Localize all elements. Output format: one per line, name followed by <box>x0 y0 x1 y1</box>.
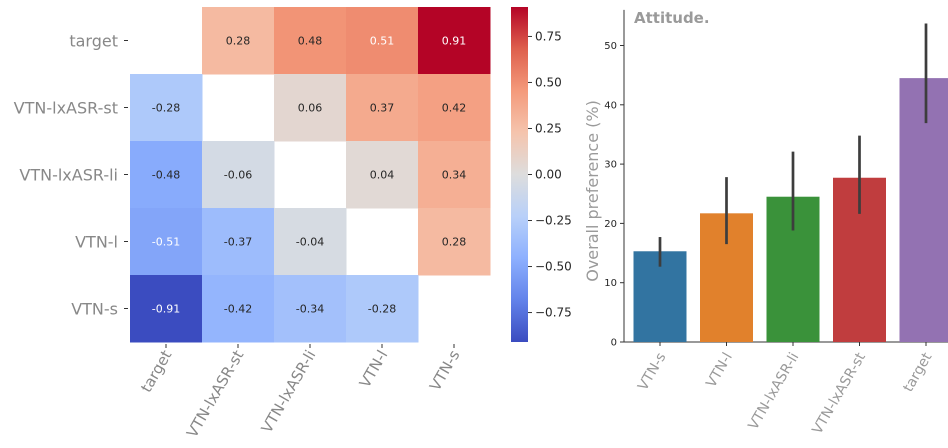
colorbar-tick-label: −0.75 <box>535 306 572 320</box>
heatmap-cell-label: 0.51 <box>370 35 395 48</box>
heatmap-cell <box>130 74 203 142</box>
heatmap-cell <box>274 208 347 276</box>
heatmap-cell <box>130 141 203 209</box>
heatmap-cell-label: -0.51 <box>152 236 180 249</box>
colorbar-tick-label: 0.00 <box>535 168 562 182</box>
row-label: VTN-s <box>71 300 118 319</box>
heatmap-cell-label: -0.28 <box>152 102 180 115</box>
x-tick-label: target <box>900 350 935 395</box>
heatmap-cell-label: -0.28 <box>368 303 396 316</box>
heatmap-cell-label: 0.28 <box>442 236 467 249</box>
colorbar-tick-label: 0.75 <box>535 29 562 43</box>
heatmap-cell <box>418 74 491 142</box>
chart-title: Attitude. <box>634 9 710 27</box>
heatmap-cell-label: 0.91 <box>442 35 467 48</box>
column-label: VTN-lxASR-li <box>258 347 320 436</box>
heatmap-cell-label: 0.28 <box>226 35 251 48</box>
heatmap-cell <box>274 7 347 75</box>
heatmap-cell <box>418 7 491 75</box>
heatmap-cell-label: -0.91 <box>152 303 180 316</box>
colorbar-gradient <box>511 7 528 342</box>
y-tick-label: 40 <box>604 100 617 111</box>
heatmap-cell-label: -0.34 <box>296 303 324 316</box>
bar <box>899 78 948 343</box>
heatmap-cell <box>202 275 275 343</box>
heatmap-cell-label: -0.06 <box>224 169 252 182</box>
row-label: VTN-l <box>75 233 118 252</box>
heatmap-cell-label: 0.04 <box>370 169 395 182</box>
column-label: target <box>137 347 175 396</box>
x-tick-label: VTN-s <box>635 350 669 393</box>
heatmap-cell <box>346 74 419 142</box>
heatmap-cell-label: 0.42 <box>442 102 467 115</box>
y-tick-label: 20 <box>604 219 617 230</box>
heatmap-cell-label: -0.48 <box>152 169 180 182</box>
colorbar-tick-label: −0.25 <box>535 214 572 228</box>
heatmap-cell <box>346 7 419 75</box>
row-label: VTN-lxASR-st <box>14 99 118 118</box>
heatmap-cell <box>274 275 347 343</box>
y-tick-label: 30 <box>604 160 617 171</box>
heatmap-cell-label: 0.37 <box>370 102 395 115</box>
heatmap-cell <box>202 141 275 209</box>
x-tick-label: VTN-lxASR-li <box>745 350 802 433</box>
heatmap-cell-label: 0.06 <box>298 102 323 115</box>
column-label: VTN-lxASR-st <box>183 347 248 441</box>
y-tick-label: 10 <box>604 278 617 289</box>
y-tick-label: 50 <box>604 41 617 52</box>
preference-bar-chart: 0 10 20 30 40 50 Overall preference (%) Attitud… <box>583 9 948 437</box>
colorbar-tick-label: −0.50 <box>535 260 572 274</box>
heatmap-cell <box>130 208 203 276</box>
row-label: VTN-lxASR-li <box>19 166 118 185</box>
heatmap-cell-label: 0.34 <box>442 169 467 182</box>
colorbar-tick-label: 0.25 <box>535 121 562 135</box>
column-label: VTN-l <box>356 347 392 391</box>
heatmap-cell <box>130 275 203 343</box>
heatmap-cell <box>418 208 491 276</box>
column-label: VTN-s <box>426 347 464 394</box>
heatmap-cell <box>274 74 347 142</box>
heatmap-colorbar: 0.75 0.50 0.25 0.00 −0.25 −0.50 −0.75 <box>511 7 572 342</box>
heatmap-cell <box>202 208 275 276</box>
x-tick-label: VTN-lxASR-st <box>809 350 869 437</box>
heatmap-cell <box>346 141 419 209</box>
y-axis-label: Overall preference (%) <box>583 100 602 282</box>
heatmap-cell-label: -0.37 <box>224 236 252 249</box>
row-label: target <box>69 32 118 51</box>
heatmap-cell-label: -0.42 <box>224 303 252 316</box>
x-tick-label: VTN-l <box>703 350 736 391</box>
y-tick-label: 0 <box>611 338 617 349</box>
heatmap-cell <box>418 141 491 209</box>
heatmap-cell-label: 0.48 <box>298 35 323 48</box>
heatmap-cell <box>202 7 275 75</box>
heatmap-cell-label: -0.04 <box>296 236 324 249</box>
correlation-heatmap: 0.28 0.48 0.51 0.91 target -0.28 0.06 0.37 0.42 V… <box>14 7 491 441</box>
heatmap-cell <box>346 275 419 343</box>
colorbar-tick-label: 0.50 <box>535 75 562 89</box>
